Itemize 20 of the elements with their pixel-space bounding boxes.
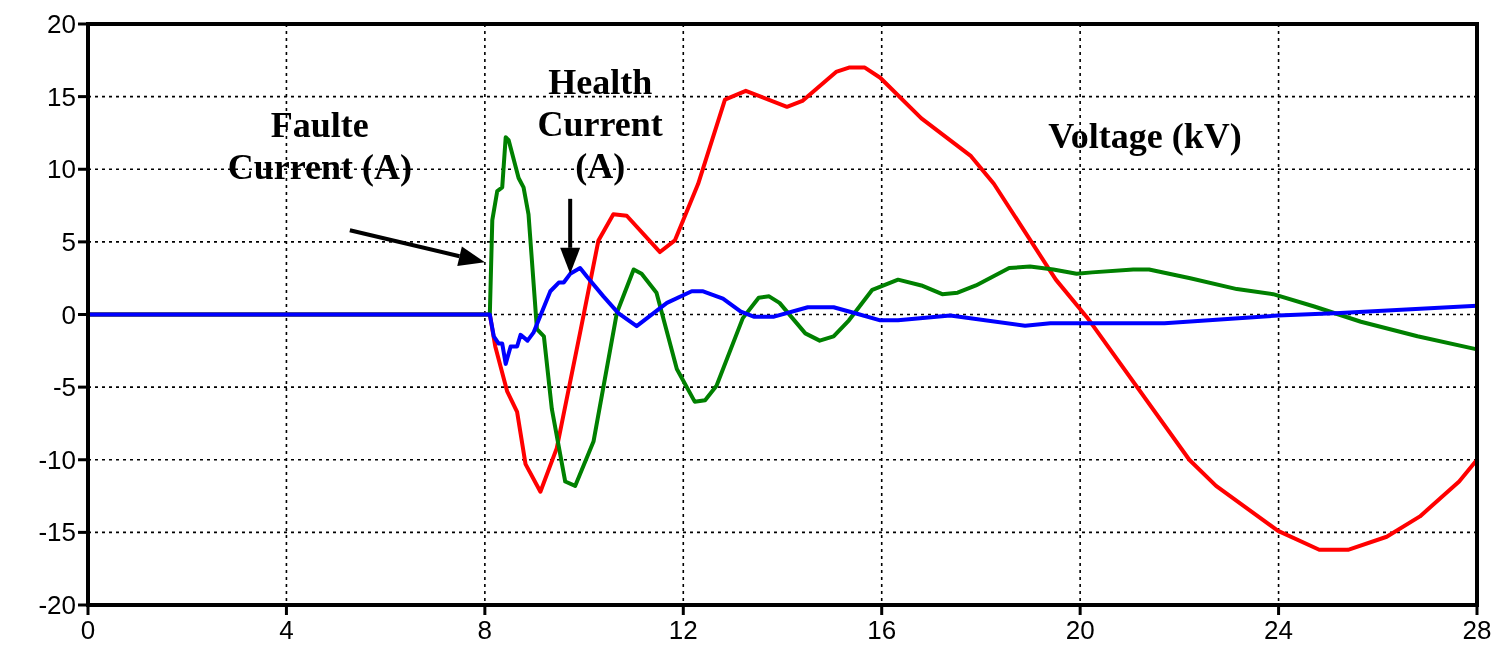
y-tick-label: 5 bbox=[61, 226, 76, 257]
annotation: Health Current (A) bbox=[537, 61, 663, 186]
x-tick-label: 28 bbox=[1462, 615, 1492, 645]
y-tick-label: 20 bbox=[47, 9, 76, 39]
y-tick-label: -20 bbox=[38, 590, 76, 620]
x-tick-label: 12 bbox=[668, 615, 698, 645]
y-tick-label: 0 bbox=[61, 299, 76, 330]
y-tick-label: -15 bbox=[38, 517, 76, 548]
x-tick-label: 16 bbox=[867, 615, 897, 645]
y-tick-label: -5 bbox=[52, 372, 76, 403]
x-tick-label: 0 bbox=[80, 615, 96, 645]
x-tick-label: 24 bbox=[1264, 615, 1294, 645]
y-tick-label: 15 bbox=[47, 81, 76, 112]
annotation: Voltage (kV) bbox=[1048, 116, 1242, 156]
x-tick-label: 8 bbox=[477, 615, 493, 645]
y-tick-label: 10 bbox=[47, 154, 76, 185]
annotation: Faulte Current (A) bbox=[227, 105, 413, 188]
x-tick-label: 4 bbox=[279, 615, 294, 645]
x-tick-label: 20 bbox=[1065, 615, 1095, 645]
y-tick-label: -10 bbox=[38, 444, 76, 475]
